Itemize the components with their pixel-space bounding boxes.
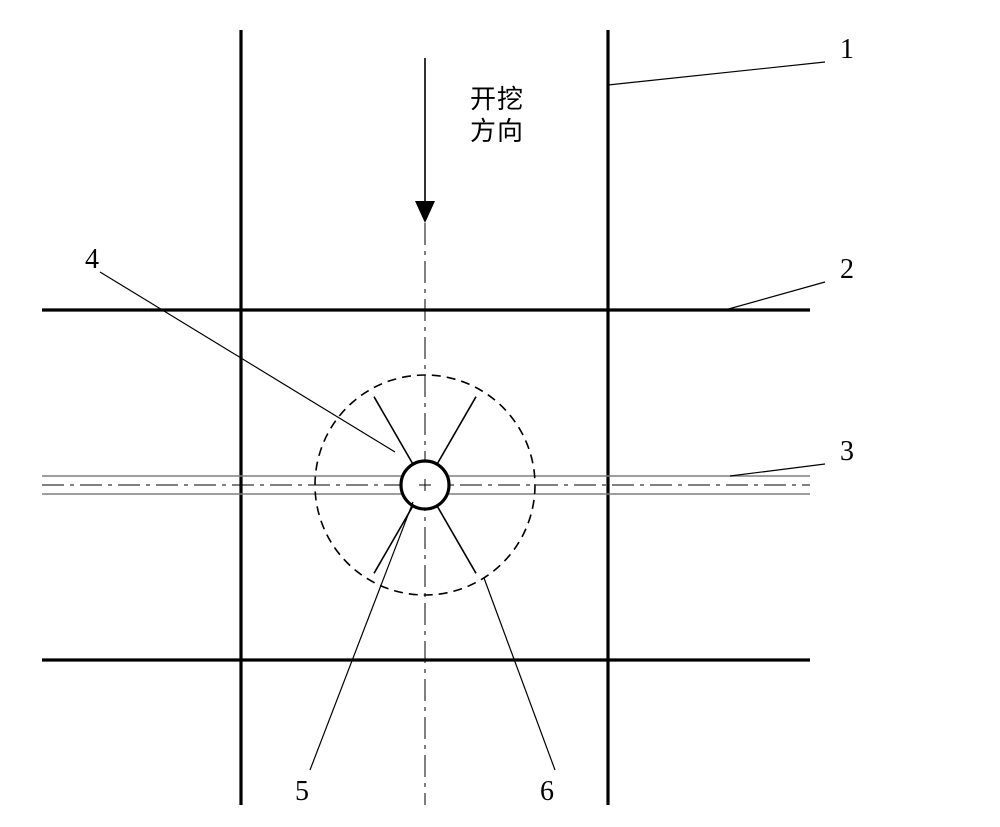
- callout-label-2: 2: [840, 254, 854, 285]
- leader-line-4: [100, 272, 395, 452]
- leader-line-1: [608, 62, 825, 85]
- callout-label-5: 5: [295, 776, 309, 807]
- leader-line-5: [310, 502, 413, 770]
- direction-label-line1: 开挖: [470, 85, 524, 114]
- leader-line-2: [725, 282, 825, 310]
- leader-line-6: [484, 578, 555, 770]
- direction-label-line2: 方向: [470, 117, 524, 146]
- leader-line-3: [730, 464, 825, 476]
- callout-label-1: 1: [840, 34, 854, 65]
- callout-label-4: 4: [85, 244, 99, 275]
- callout-label-6: 6: [540, 776, 554, 807]
- radial-spoke-3: [437, 506, 476, 574]
- direction-arrow-head: [415, 201, 435, 223]
- callout-label-3: 3: [840, 436, 854, 467]
- radial-spoke-1: [374, 397, 413, 465]
- radial-spoke-0: [437, 397, 476, 465]
